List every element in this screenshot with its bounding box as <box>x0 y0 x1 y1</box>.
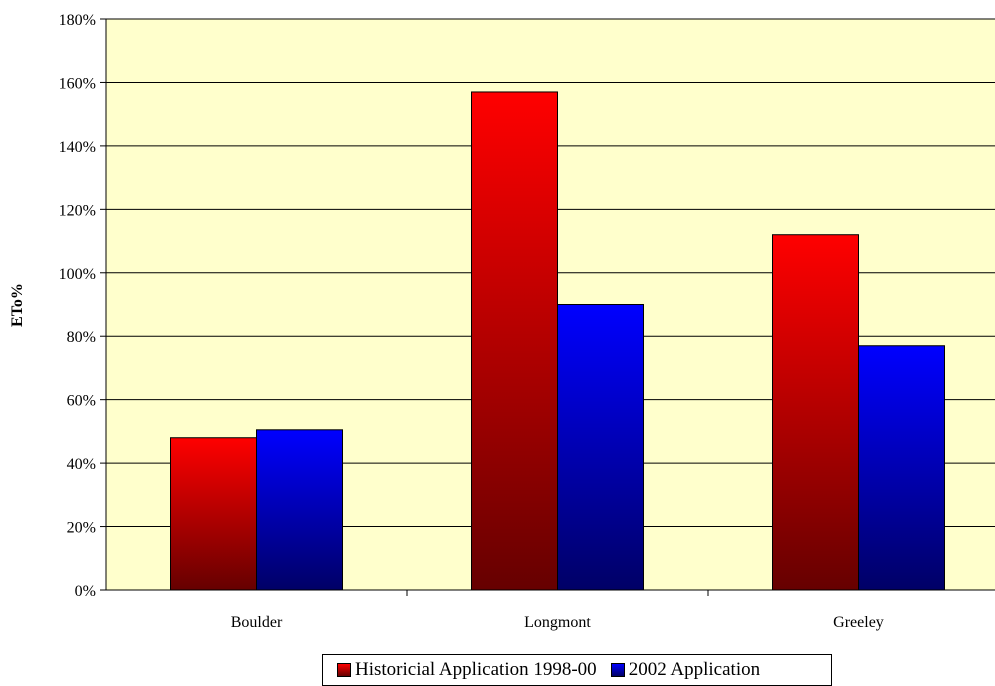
x-tick-labels: Boulder Longmont Greeley <box>231 614 884 631</box>
legend: Historicial Application 1998-00 2002 App… <box>322 654 832 686</box>
y-tick-label: 40% <box>67 456 96 473</box>
x-tick-label: Longmont <box>524 614 591 631</box>
y-tick-label: 120% <box>59 202 96 219</box>
x-tick-label: Greeley <box>833 614 884 631</box>
y-tick-label: 140% <box>59 139 96 156</box>
y-tick-labels: 0% 20% 40% 60% 80% 100% 120% 140% 160% 180% <box>59 12 96 600</box>
y-tick-label: 80% <box>67 329 96 346</box>
y-tick-label: 20% <box>67 520 96 537</box>
y-tick-label: 100% <box>59 266 96 283</box>
bar-historical-boulder <box>170 437 257 591</box>
y-tick-label: 0% <box>75 583 96 600</box>
bar-2002-boulder <box>256 429 343 591</box>
y-tick-label: 180% <box>59 12 96 29</box>
bar-2002-longmont <box>557 304 644 591</box>
legend-swatch-historical <box>337 663 351 677</box>
legend-label-2002: 2002 Application <box>628 659 761 680</box>
x-tick-label: Boulder <box>231 614 283 631</box>
legend-label-historical: Historicial Application 1998-00 <box>355 659 597 680</box>
y-tick-label: 160% <box>59 75 96 92</box>
legend-item-2002: 2002 Application <box>610 659 761 681</box>
y-tick-label: 60% <box>67 393 96 410</box>
y-axis-title: ETo% <box>9 283 26 327</box>
bar-historical-longmont <box>471 91 558 591</box>
bar-historical-greeley <box>772 234 859 591</box>
bar-2002-greeley <box>858 345 945 591</box>
bars <box>170 91 945 591</box>
legend-swatch-2002 <box>610 663 625 677</box>
axes <box>100 18 995 596</box>
legend-item-historical: Historicial Application 1998-00 <box>337 659 597 681</box>
